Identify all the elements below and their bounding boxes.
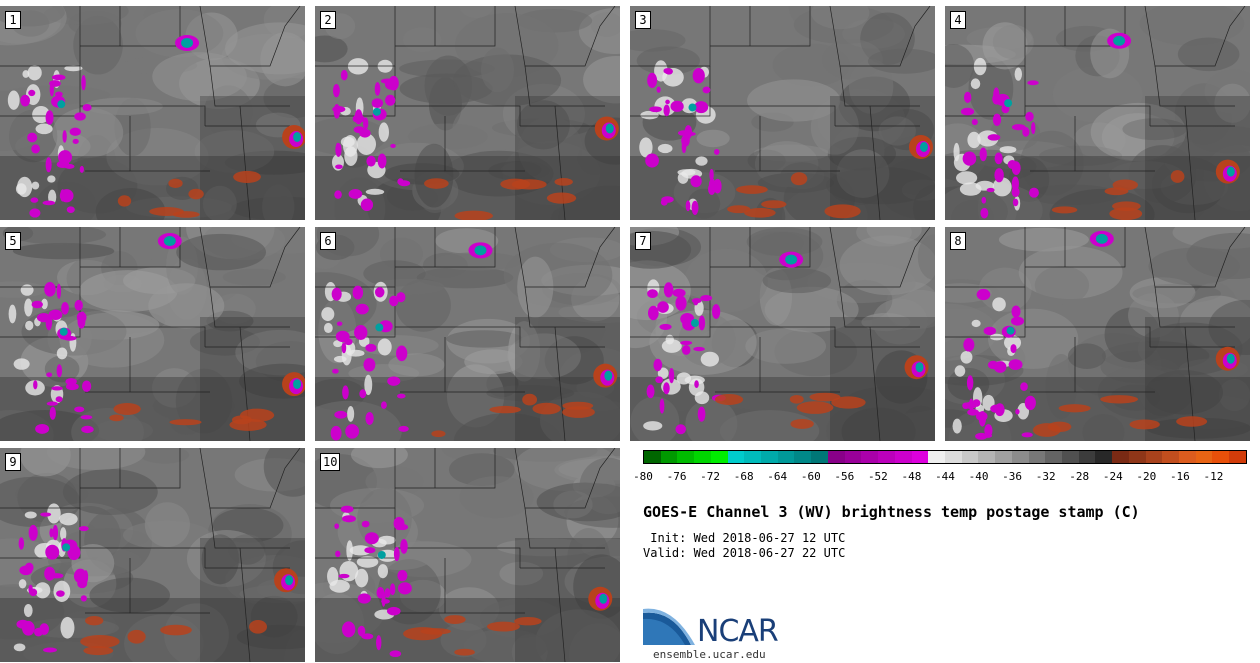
colorbar-tick-label: -56	[834, 470, 855, 483]
colorbar-tick-label: -48	[901, 470, 922, 483]
panel-label: 5	[5, 232, 21, 250]
colorbar-swatch	[844, 451, 862, 463]
panel-9: 9	[0, 448, 305, 662]
colorbar-swatch	[1028, 451, 1046, 463]
colorbar-swatch	[944, 451, 962, 463]
colorbar-swatch	[677, 451, 695, 463]
colorbar-swatch	[1179, 451, 1196, 463]
colorbar-swatch	[827, 451, 845, 463]
panel-label: 7	[635, 232, 651, 250]
colorbar-swatch	[1061, 451, 1079, 463]
colorbar-tick-label: -28	[1069, 470, 1090, 483]
colorbar-swatch	[761, 451, 778, 463]
colorbar-swatch	[995, 451, 1012, 463]
colorbar-swatch	[1128, 451, 1146, 463]
colorbar-swatch	[911, 451, 929, 463]
colorbar-swatch	[961, 451, 979, 463]
colorbar-swatch	[710, 451, 728, 463]
panel-label: 6	[320, 232, 336, 250]
panel-label: 1	[5, 11, 21, 29]
panel-label: 10	[320, 453, 341, 471]
colorbar-tick-label: -32	[1035, 470, 1056, 483]
colorbar-swatch	[1011, 451, 1029, 463]
colorbar-swatch	[794, 451, 812, 463]
colorbar	[643, 450, 1247, 464]
valid-time: Valid: Wed 2018-06-27 22 UTC	[643, 546, 846, 560]
panel-2: 2	[315, 6, 620, 220]
panel-label: 3	[635, 11, 651, 29]
colorbar-tick-label: -20	[1136, 470, 1157, 483]
colorbar-swatch	[878, 451, 895, 463]
panel-1: 1	[0, 6, 305, 220]
site-url: ensemble.ucar.edu	[653, 648, 766, 661]
colorbar-swatch	[1078, 451, 1096, 463]
colorbar-swatch	[1162, 451, 1179, 463]
panel-label: 8	[950, 232, 966, 250]
colorbar-tick-label: -36	[1002, 470, 1023, 483]
panel-4: 4	[945, 6, 1250, 220]
colorbar-swatch	[1145, 451, 1163, 463]
init-time: Init: Wed 2018-06-27 12 UTC	[643, 531, 846, 545]
panel-8: 8	[945, 227, 1250, 441]
colorbar-swatch	[861, 451, 879, 463]
colorbar-tick-label: -68	[733, 470, 754, 483]
colorbar-tick-label: -52	[867, 470, 888, 483]
colorbar-tick-label: -80	[633, 470, 653, 483]
colorbar-ticks: -80 -76 -72 -68 -64 -60 -56 -52 -48 -44 -40 -36 -32-…	[633, 470, 1247, 484]
colorbar-swatch	[1045, 451, 1062, 463]
colorbar-swatch	[928, 451, 945, 463]
ncar-logo-text: NCAR	[697, 614, 779, 649]
colorbar-swatch	[1095, 451, 1113, 463]
colorbar-tick-label: -24	[1102, 470, 1123, 483]
colorbar-tick-label: -60	[800, 470, 821, 483]
colorbar-swatch	[644, 451, 661, 463]
panel-5: 5	[0, 227, 305, 441]
panel-7: 7	[630, 227, 935, 441]
colorbar-swatch	[777, 451, 795, 463]
colorbar-swatch	[1195, 451, 1213, 463]
colorbar-tick-label: -12	[1203, 470, 1224, 483]
colorbar-swatch	[744, 451, 762, 463]
plot-title: GOES-E Channel 3 (WV) brightness temp po…	[643, 503, 1140, 521]
colorbar-swatch	[694, 451, 711, 463]
colorbar-swatch	[1112, 451, 1129, 463]
panel-label: 2	[320, 11, 336, 29]
colorbar-tick-label: -72	[700, 470, 721, 483]
colorbar-swatch	[978, 451, 996, 463]
colorbar-swatch	[660, 451, 678, 463]
colorbar-swatch	[1229, 451, 1246, 463]
colorbar-tick-label: -76	[666, 470, 687, 483]
panel-label: 9	[5, 453, 21, 471]
panel-label: 4	[950, 11, 966, 29]
panel-3: 3	[630, 6, 935, 220]
panel-6: 6	[315, 227, 620, 441]
panel-10: 10	[315, 448, 620, 662]
colorbar-tick-label: -40	[968, 470, 989, 483]
colorbar-swatch	[1212, 451, 1230, 463]
colorbar-swatch	[727, 451, 745, 463]
colorbar-swatch	[894, 451, 912, 463]
colorbar-tick-label: -44	[935, 470, 955, 483]
colorbar-swatch	[811, 451, 828, 463]
colorbar-tick-label: -64	[767, 470, 788, 483]
colorbar-tick-label: -16	[1169, 470, 1190, 483]
ncar-logo-icon	[643, 608, 695, 645]
